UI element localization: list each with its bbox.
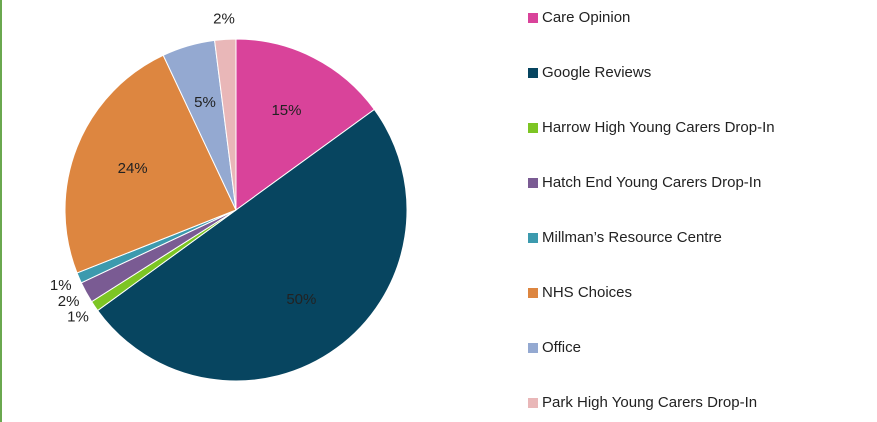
legend-label: Hatch End Young Carers Drop-In xyxy=(542,174,761,191)
legend-label: Google Reviews xyxy=(542,64,651,81)
data-label: 24% xyxy=(118,160,148,177)
legend-swatch xyxy=(528,288,538,298)
data-label: 5% xyxy=(194,94,216,111)
legend-label: Care Opinion xyxy=(542,9,630,26)
data-label: 1% xyxy=(50,277,72,294)
legend-swatch xyxy=(528,343,538,353)
legend-swatch xyxy=(528,68,538,78)
data-label: 2% xyxy=(213,10,235,27)
legend-swatch xyxy=(528,13,538,23)
legend-label: Millman’s Resource Centre xyxy=(542,229,722,246)
legend-label: Harrow High Young Carers Drop-In xyxy=(542,119,775,136)
pie-slice xyxy=(235,38,376,211)
data-label: 1% xyxy=(67,308,89,325)
legend-label: Park High Young Carers Drop-In xyxy=(542,394,757,411)
legend-swatch xyxy=(528,123,538,133)
legend-swatch xyxy=(528,233,538,243)
pie-slice xyxy=(64,54,237,274)
legend-label: NHS Choices xyxy=(542,284,632,301)
pie-slice xyxy=(214,38,237,211)
data-label: 50% xyxy=(286,291,316,308)
data-label: 2% xyxy=(58,293,80,310)
data-label: 15% xyxy=(271,102,301,119)
legend-swatch xyxy=(528,178,538,188)
legend-swatch xyxy=(528,398,538,408)
pie-slice xyxy=(96,108,408,382)
legend-label: Office xyxy=(542,339,581,356)
